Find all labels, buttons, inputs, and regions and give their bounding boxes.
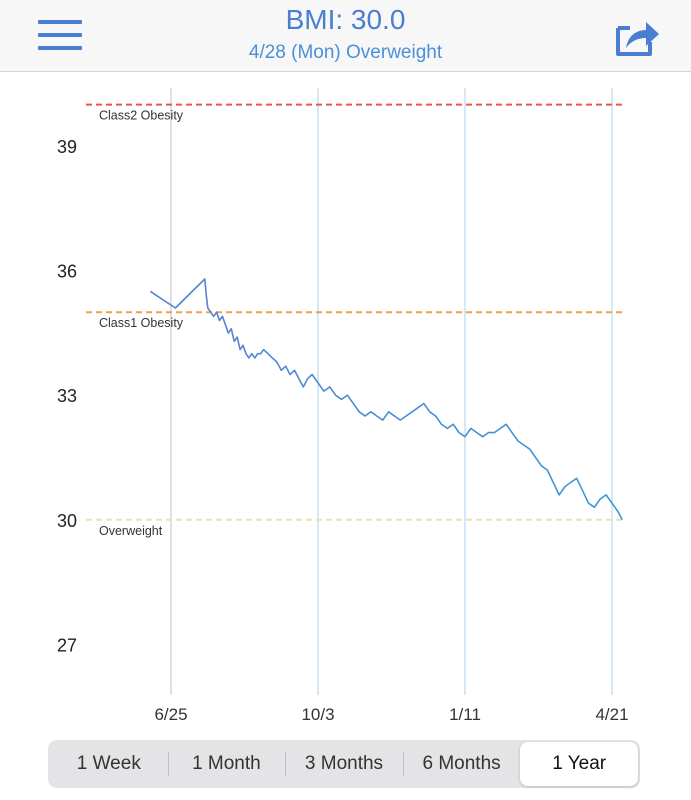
bmi-line-chart: 6/25 10/3 1/11 4/21 27 30 33 36 39 Class2 Obesity… — [57, 88, 629, 724]
bmi-title: BMI: 30.0 — [285, 4, 406, 35]
bmi-series-line — [149, 278, 624, 521]
y-tick-label: 39 — [57, 137, 77, 157]
y-tick-label: 30 — [57, 511, 77, 531]
share-icon[interactable] — [614, 14, 662, 58]
time-range-segmented-control: 1 Week 1 Month 3 Months 6 Months 1 Year — [48, 740, 640, 788]
threshold-label: Overweight — [99, 524, 163, 538]
tab-1-month[interactable]: 1 Month — [167, 742, 286, 786]
date-status-subtitle: 4/28 (Mon) Overweight — [248, 42, 443, 63]
x-tick-label: 1/11 — [449, 705, 481, 724]
tab-6-months[interactable]: 6 Months — [402, 742, 521, 786]
x-tick-label: 10/3 — [301, 705, 334, 724]
tab-3-months[interactable]: 3 Months — [285, 742, 403, 786]
navigation-bar: BMI: 30.0 4/28 (Mon) Overweight — [0, 0, 691, 72]
threshold-label: Class2 Obesity — [99, 109, 184, 123]
hamburger-menu-icon[interactable] — [38, 20, 82, 50]
y-tick-label: 36 — [57, 262, 77, 282]
x-tick-label: 4/21 — [595, 705, 628, 724]
x-tick-label: 6/25 — [154, 705, 187, 724]
tab-1-week[interactable]: 1 Week — [76, 753, 141, 774]
y-tick-label: 33 — [57, 386, 77, 406]
threshold-label: Class1 Obesity — [99, 316, 184, 330]
y-tick-label: 27 — [57, 635, 77, 655]
tab-1-year[interactable]: 1 Year — [520, 742, 638, 786]
